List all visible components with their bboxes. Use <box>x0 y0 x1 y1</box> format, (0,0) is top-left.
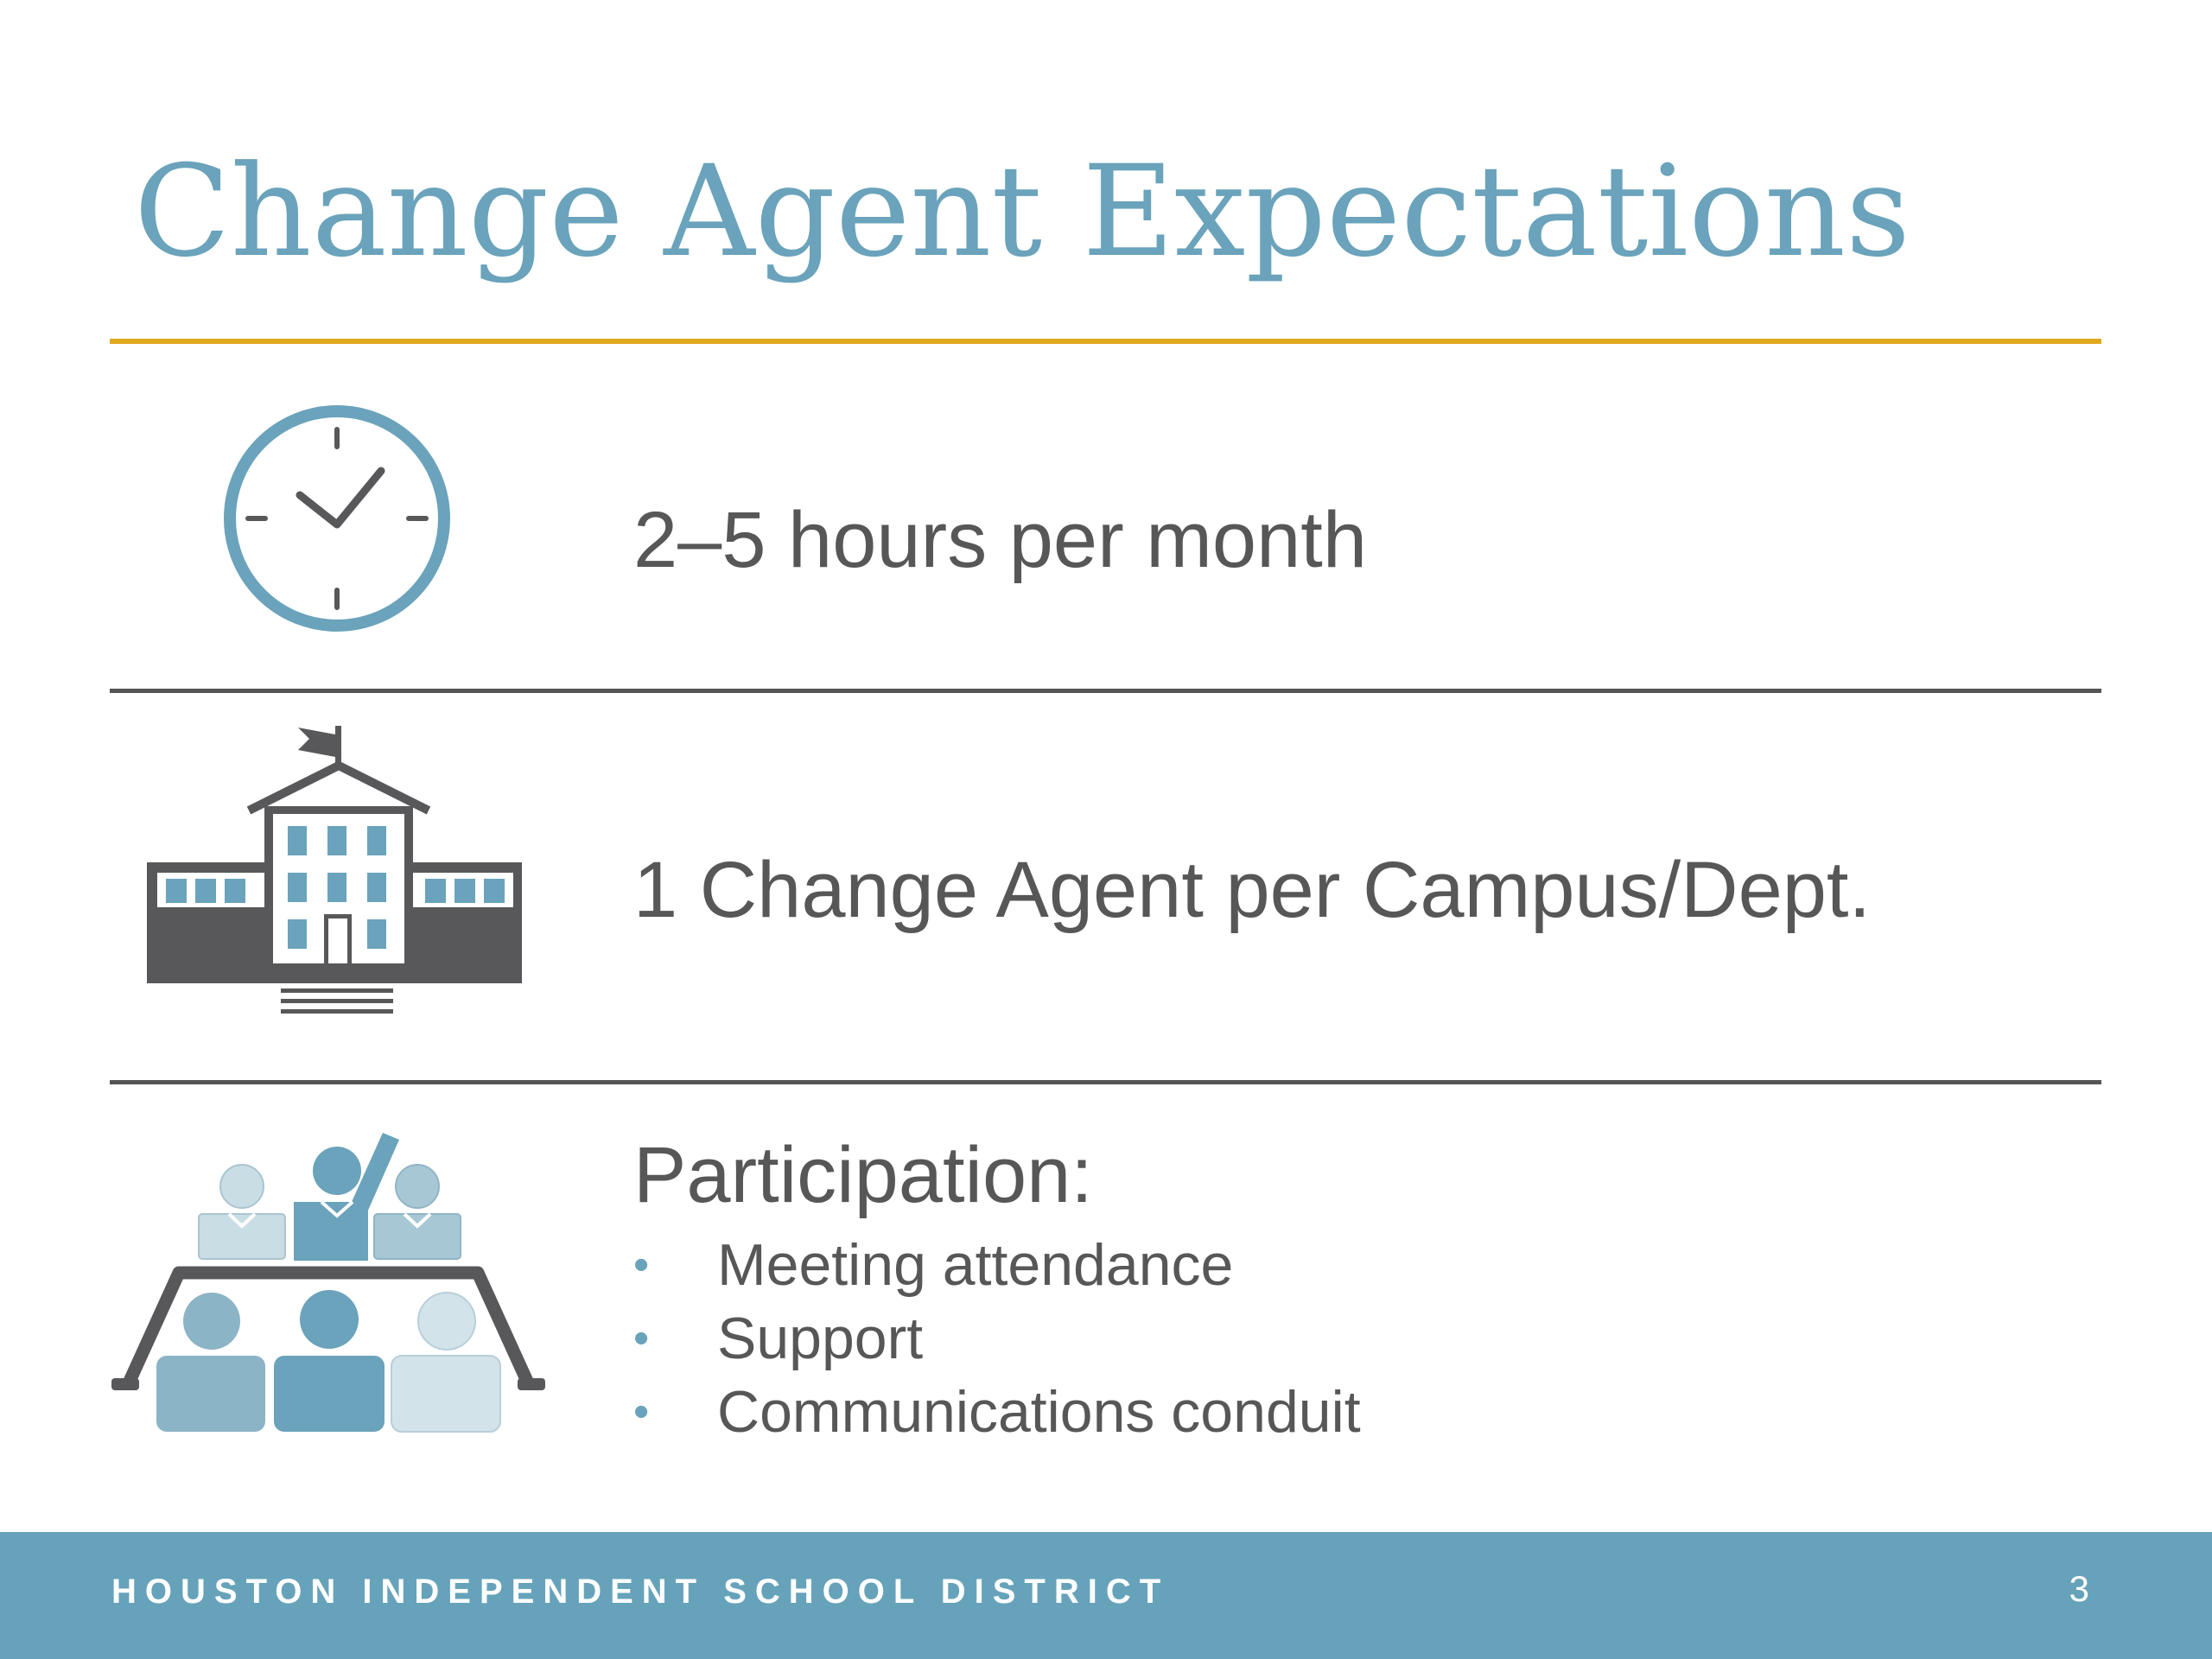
participation-heading: Participation: <box>633 1131 1093 1219</box>
page-number: 3 <box>2069 1568 2089 1609</box>
list-item-label: Meeting attendance <box>717 1232 1234 1298</box>
slide-title: Change Agent Expectations <box>134 138 1910 285</box>
row-divider <box>110 1080 2101 1084</box>
organization-name: HOUSTON INDEPENDENT SCHOOL DISTRICT <box>111 1573 1170 1611</box>
row-divider <box>110 689 2101 693</box>
school-building-icon <box>147 724 527 1022</box>
bullet-icon: • <box>633 1387 650 1437</box>
list-item-label: Support <box>717 1306 924 1371</box>
title-divider <box>110 339 2101 344</box>
meeting-participation-icon <box>108 1128 549 1434</box>
time-commitment-text: 2–5 hours per month <box>633 496 1367 584</box>
participation-list: • Meeting attendance • Support • Communicat… <box>633 1229 1361 1449</box>
staffing-text: 1 Change Agent per Campus/Dept. <box>633 846 1872 934</box>
bullet-icon: • <box>633 1313 650 1363</box>
bullet-icon: • <box>633 1240 650 1290</box>
list-item: • Support <box>633 1302 1361 1376</box>
list-item: • Meeting attendance <box>633 1229 1361 1302</box>
list-item-label: Communications conduit <box>717 1379 1361 1445</box>
footer-bar: HOUSTON INDEPENDENT SCHOOL DISTRICT 3 <box>0 1532 2212 1659</box>
list-item: • Communications conduit <box>633 1376 1361 1449</box>
clock-icon <box>220 402 454 635</box>
